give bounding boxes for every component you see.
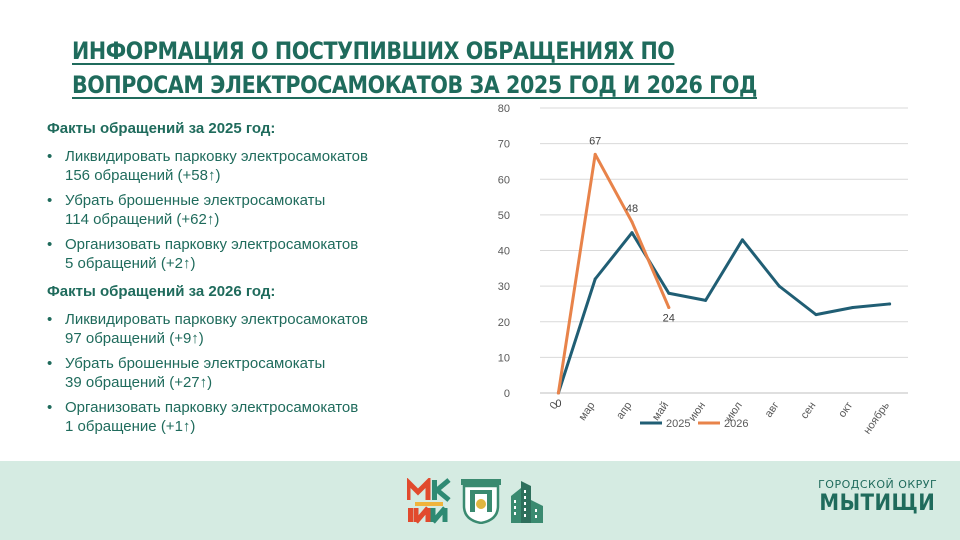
- data-label: 48: [626, 203, 638, 215]
- list-item-count: 39 обращений (+27↑): [65, 374, 213, 391]
- y-tick-label: 0: [504, 388, 510, 400]
- list-item: Ликвидировать парковку электросамокатов 9…: [47, 310, 447, 348]
- series-line-2026: [556, 152, 671, 395]
- list-item-title: Ликвидировать парковку электросамокатов: [65, 311, 368, 328]
- y-tick-label: 50: [498, 210, 510, 222]
- x-tick-label: 0: [548, 400, 561, 412]
- page-title-text: ИНФОРМАЦИЯ О ПОСТУПИВШИХ ОБРАЩЕНИЯХ ПО В…: [72, 37, 757, 99]
- list-item-count: 156 обращений (+58↑): [65, 167, 221, 184]
- data-point: [593, 277, 597, 281]
- facts-heading: Факты обращений за 2026 год:: [47, 283, 276, 300]
- series-line-2025: [556, 231, 892, 395]
- facts-section-2025: Факты обращений за 2025 год: Ликвидирова…: [47, 120, 447, 273]
- data-point: [667, 306, 671, 309]
- list-item-title: Ликвидировать парковку электросамокатов: [65, 148, 368, 165]
- page-title: ИНФОРМАЦИЯ О ПОСТУПИВШИХ ОБРАЩЕНИЯХ ПО В…: [72, 34, 794, 102]
- list-item-title: Организовать парковку электросамокатов: [65, 399, 359, 416]
- data-label: 0: [555, 398, 561, 410]
- data-point: [814, 313, 818, 317]
- y-tick-label: 80: [498, 103, 510, 115]
- y-tick-label: 10: [498, 352, 510, 364]
- list-item: Убрать брошенные электросамокаты 39 обращ…: [47, 354, 447, 392]
- data-point: [777, 284, 781, 288]
- y-tick-label: 20: [498, 317, 510, 329]
- x-tick-label: окт: [836, 400, 855, 420]
- data-label: 24: [663, 313, 675, 325]
- list-item: Ликвидировать парковку электросамокатов 1…: [47, 147, 447, 185]
- y-tick-label: 30: [498, 281, 510, 293]
- x-tick-label: авг: [763, 400, 782, 420]
- data-point: [851, 306, 855, 309]
- city-crest-logo: [461, 479, 501, 524]
- facts-list: Ликвидировать парковку электросамокатов 9…: [47, 310, 447, 436]
- list-item: Организовать парковку электросамокатов 1 …: [47, 398, 447, 436]
- data-point: [630, 231, 634, 235]
- facts-panel: Факты обращений за 2025 год: Ликвидирова…: [47, 120, 447, 446]
- list-item: Организовать парковку электросамокатов 5 …: [47, 235, 447, 273]
- list-item-title: Убрать брошенные электросамокаты: [65, 355, 326, 372]
- list-item: Убрать брошенные электросамокаты 114 обра…: [47, 191, 447, 229]
- data-point: [630, 220, 634, 224]
- data-point: [667, 291, 671, 295]
- legend-label: 2025: [666, 418, 690, 430]
- x-tick-label: апр: [614, 400, 634, 422]
- x-tick-label: мар: [576, 400, 597, 423]
- brand-subtitle: ГОРОДСКОЙ ОКРУГ: [818, 478, 938, 491]
- mki-logo: [407, 478, 451, 524]
- list-item-count: 5 обращений (+2↑): [65, 255, 196, 272]
- data-point: [740, 238, 744, 242]
- list-item-count: 97 обращений (+9↑): [65, 330, 204, 347]
- facts-list: Ликвидировать парковку электросамокатов 1…: [47, 147, 447, 273]
- data-point: [593, 152, 597, 156]
- x-tick-label: ноябрь: [861, 400, 892, 437]
- list-item-title: Организовать парковку электросамокатов: [65, 236, 359, 253]
- facts-section-2026: Факты обращений за 2026 год: Ликвидирова…: [47, 283, 447, 436]
- y-tick-label: 70: [498, 139, 510, 151]
- brand-name: МЫТИЩИ: [819, 491, 936, 516]
- building-logo: [511, 481, 543, 523]
- y-tick-label: 40: [498, 246, 510, 258]
- brand-block: ГОРОДСКОЙ ОКРУГ МЫТИЩИ: [813, 478, 942, 516]
- facts-heading: Факты обращений за 2025 год:: [47, 120, 276, 137]
- list-item-count: 114 обращений (+62↑): [65, 211, 220, 228]
- list-item-count: 1 обращение (+1↑): [65, 418, 196, 435]
- data-point: [704, 298, 708, 302]
- x-tick-label: сен: [798, 400, 818, 421]
- legend-label: 2026: [724, 418, 748, 430]
- data-point: [888, 302, 892, 306]
- data-label: 67: [589, 135, 601, 147]
- list-item-title: Убрать брошенные электросамокаты: [65, 192, 326, 209]
- y-tick-label: 60: [498, 174, 510, 186]
- data-point: [556, 391, 560, 395]
